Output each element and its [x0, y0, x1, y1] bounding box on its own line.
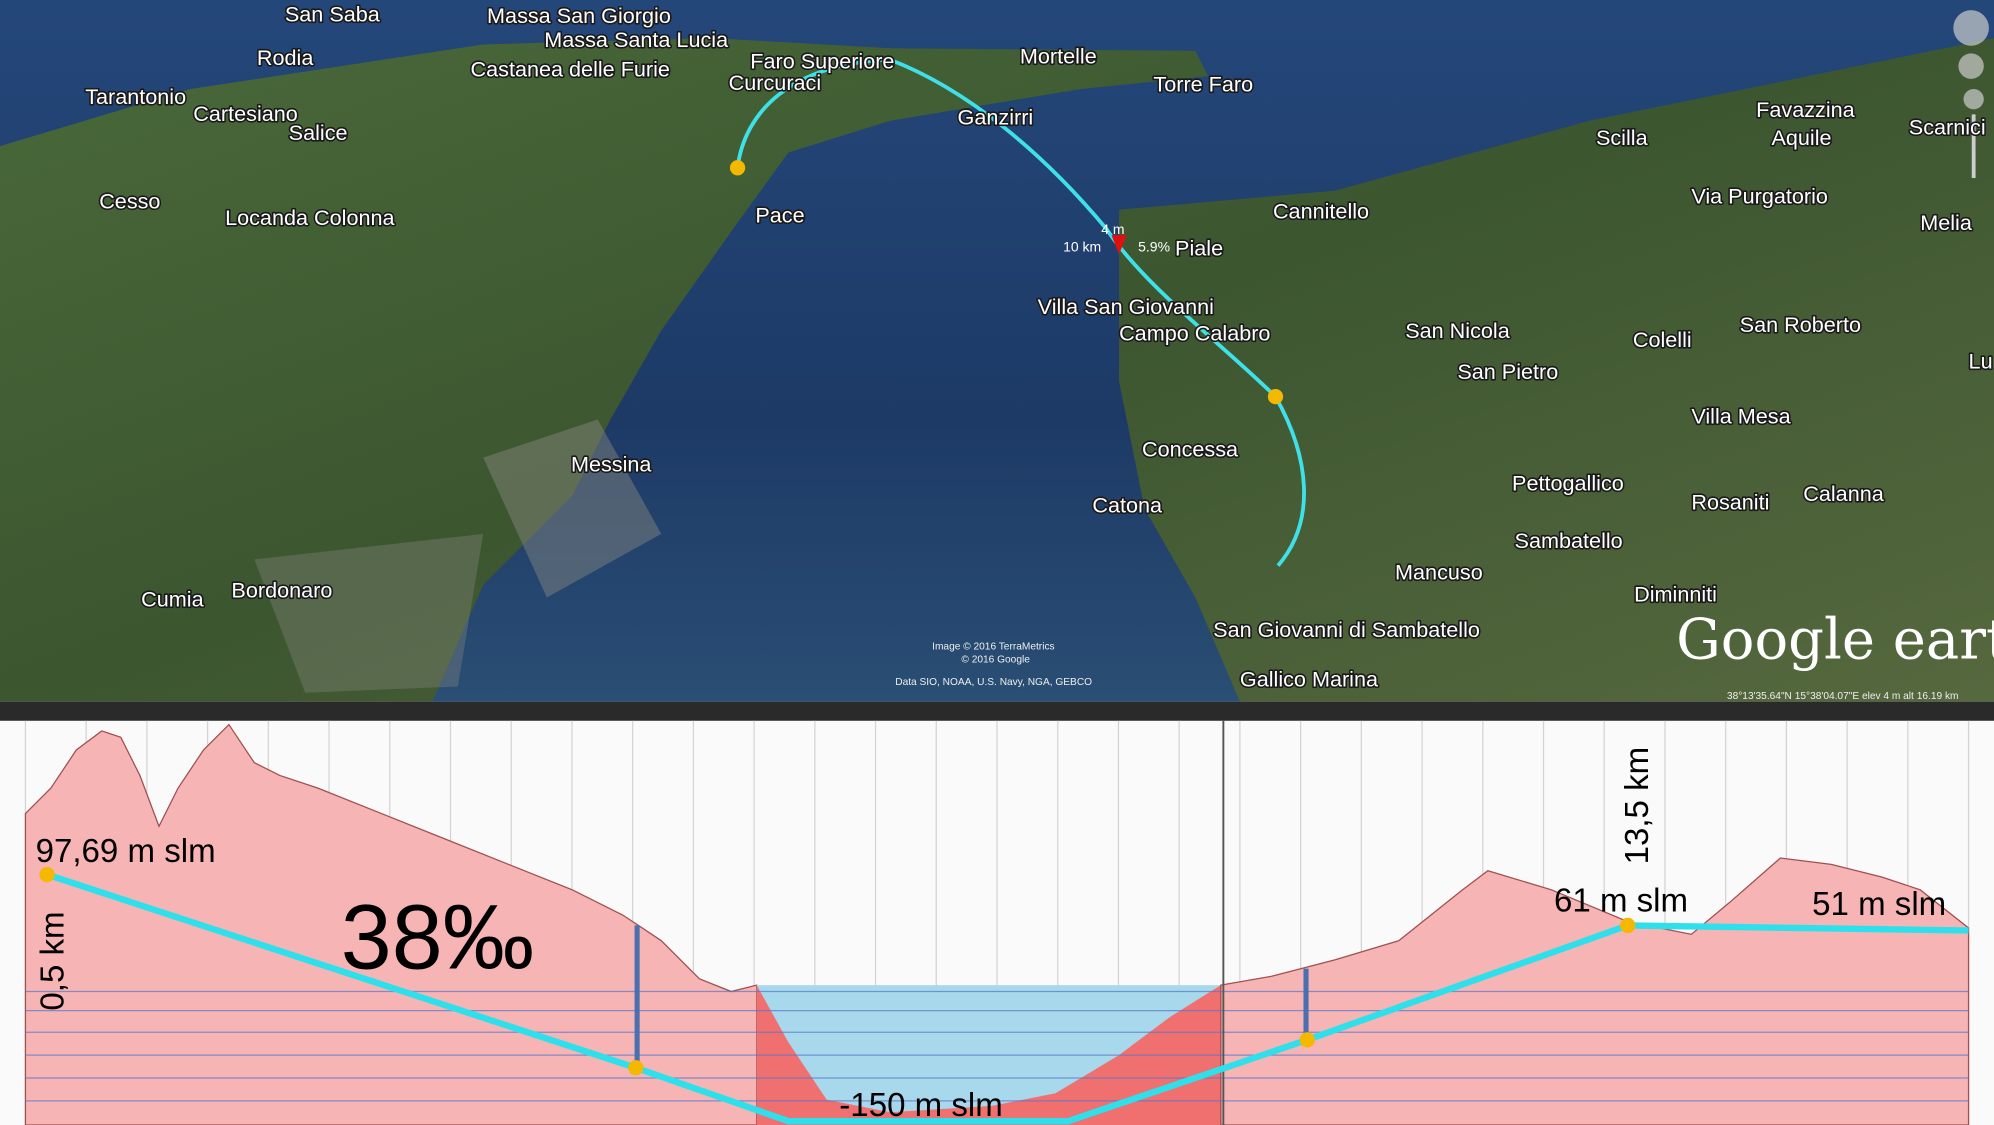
annotation: 61 m slm	[1554, 882, 1688, 919]
annotation: 13,5 km	[1619, 747, 1656, 865]
place-label: Cartesiano	[193, 101, 298, 126]
place-label: Salice	[289, 120, 348, 145]
seabed	[756, 985, 1221, 1125]
tooltip-text: 4 m	[1101, 221, 1124, 237]
place-label: Curcuraci	[729, 70, 821, 95]
place-label: San Roberto	[1740, 312, 1861, 337]
place-label: San Saba	[285, 2, 381, 27]
place-label: Melia	[1920, 210, 1973, 235]
place-label: Tarantonio	[85, 84, 186, 109]
credit: Image © 2016 TerraMetrics	[932, 642, 1054, 653]
place-label: Cumia	[141, 586, 204, 611]
annotation: 38‰	[341, 887, 534, 989]
sea	[0, 0, 1994, 702]
place-label: San Pietro	[1457, 359, 1558, 384]
place-label: Scilla	[1596, 125, 1649, 150]
profile: 97,69 m slm 38‰ 0,5 km -150 m slm 13,5 k…	[0, 701, 1994, 1125]
tunnel-point	[628, 1060, 644, 1076]
annotation: 97,69 m slm	[36, 833, 216, 870]
route-point	[1267, 388, 1284, 405]
tooltip-text: 5.9%	[1138, 239, 1170, 255]
place-label: Mancuso	[1395, 560, 1483, 585]
place-label: Rodia	[257, 45, 314, 70]
place-label: Aquile	[1771, 125, 1831, 150]
place-label: Faro Superiore	[750, 49, 894, 74]
place-label: Piale	[1175, 236, 1223, 261]
place-label: Concessa	[1142, 436, 1239, 461]
place-label: Cesso	[99, 188, 160, 213]
route-point	[729, 160, 746, 176]
nav-button[interactable]	[1953, 10, 1989, 46]
nav-button[interactable]	[1958, 53, 1984, 79]
place-label: Bordonaro	[231, 577, 332, 602]
status-bar: 38°13'35.64"N 15°38'04.07"E elev 4 m alt…	[1727, 691, 1959, 702]
place-label: Locanda Colonna	[225, 205, 395, 230]
place-label: Catona	[1092, 492, 1163, 517]
place-label: Torre Faro	[1153, 72, 1253, 97]
place-label: Rosaniti	[1691, 490, 1769, 515]
place-label: Gallico Marina	[1240, 666, 1379, 691]
tunnel-point	[1299, 1032, 1315, 1048]
place-label: Pace	[755, 202, 804, 227]
city	[483, 419, 662, 598]
place-label: Villa San Giovanni	[1038, 294, 1214, 319]
place-label: San Giovanni di Sambatello	[1213, 617, 1480, 642]
place-label: Campo Calabro	[1119, 321, 1270, 346]
profile-header	[0, 701, 1994, 721]
place-label: Diminniti	[1634, 581, 1717, 606]
place-label: Via Purgatorio	[1691, 183, 1828, 208]
place-label: Pettogallico	[1512, 471, 1624, 496]
credit: © 2016 Google	[961, 654, 1030, 665]
annotation: 0,5 km	[35, 911, 72, 1010]
place-label: Favazzina	[1756, 97, 1855, 122]
nav-controls[interactable]	[1953, 10, 1989, 178]
tunnel-point	[39, 866, 55, 883]
place-label: Castanea delle Furie	[471, 56, 670, 81]
place-label: Massa San Giorgio	[487, 3, 671, 28]
place-label: San Nicola	[1405, 318, 1511, 343]
nav-button[interactable]	[1963, 88, 1984, 110]
place-label: Messina	[571, 452, 652, 477]
marker	[1111, 235, 1127, 255]
place-label: Ganzirri	[958, 105, 1034, 130]
place-label: Mortelle	[1020, 44, 1097, 69]
place-label: Lu	[1969, 349, 1993, 374]
place-label: Cannitello	[1273, 199, 1369, 224]
place-label: Scarnici	[1909, 115, 1986, 140]
credit: Data SIO, NOAA, U.S. Navy, NGA, GEBCO	[895, 677, 1092, 688]
place-label: Colelli	[1633, 327, 1692, 352]
annotation: -150 m slm	[839, 1087, 1002, 1124]
city	[254, 533, 484, 693]
annotation: 51 m slm	[1812, 886, 1946, 923]
route	[735, 57, 1306, 567]
place-label: Massa Santa Lucia	[544, 27, 729, 52]
place-label: Sambatello	[1515, 528, 1623, 553]
tunnel-point	[1620, 917, 1636, 934]
place-label: Villa Mesa	[1691, 403, 1791, 428]
tooltip-text: 10 km	[1063, 239, 1101, 255]
place-label: Calanna	[1803, 481, 1884, 506]
logo: Google earth	[1676, 607, 1994, 672]
